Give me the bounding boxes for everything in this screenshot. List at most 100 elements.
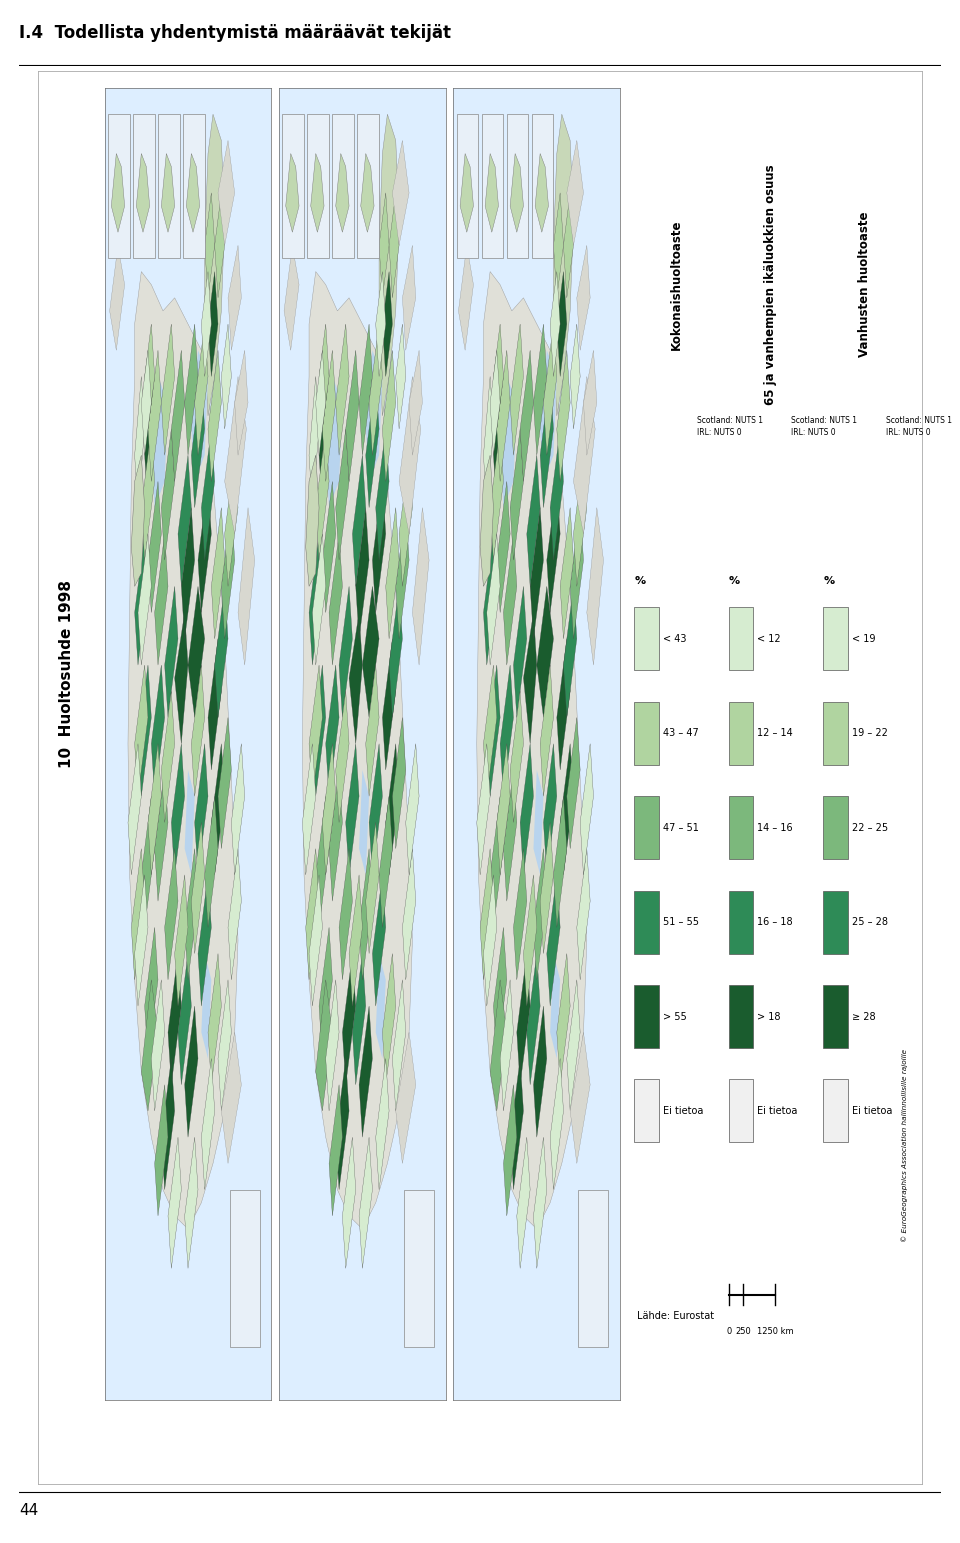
Polygon shape	[527, 954, 540, 1085]
FancyBboxPatch shape	[532, 114, 554, 259]
Polygon shape	[311, 154, 324, 233]
Polygon shape	[202, 272, 211, 376]
FancyBboxPatch shape	[307, 114, 329, 259]
Polygon shape	[487, 534, 500, 665]
Polygon shape	[195, 744, 208, 875]
Polygon shape	[316, 796, 329, 927]
FancyBboxPatch shape	[457, 114, 478, 259]
Polygon shape	[557, 350, 570, 481]
Polygon shape	[514, 586, 527, 717]
Polygon shape	[493, 376, 503, 508]
Polygon shape	[161, 429, 175, 560]
Polygon shape	[202, 1058, 215, 1190]
Polygon shape	[577, 849, 590, 980]
Polygon shape	[238, 508, 254, 665]
Polygon shape	[215, 586, 228, 717]
Polygon shape	[375, 272, 386, 376]
Polygon shape	[484, 534, 496, 665]
FancyBboxPatch shape	[635, 984, 659, 1048]
Polygon shape	[480, 455, 493, 586]
Polygon shape	[386, 744, 399, 875]
Polygon shape	[222, 1032, 241, 1163]
Polygon shape	[186, 154, 200, 233]
Polygon shape	[134, 534, 148, 665]
Polygon shape	[459, 245, 473, 350]
Polygon shape	[564, 586, 577, 717]
Polygon shape	[302, 744, 316, 875]
Polygon shape	[323, 350, 336, 481]
Text: Scotland: NUTS 1
IRL: NUTS 0: Scotland: NUTS 1 IRL: NUTS 0	[697, 417, 763, 437]
Text: Ei tietoa: Ei tietoa	[852, 1106, 892, 1116]
Text: 14 – 16: 14 – 16	[757, 822, 793, 833]
Polygon shape	[148, 744, 161, 875]
Text: 250: 250	[735, 1327, 751, 1336]
Polygon shape	[382, 639, 396, 770]
FancyBboxPatch shape	[824, 1080, 848, 1142]
Polygon shape	[165, 586, 178, 717]
Polygon shape	[152, 376, 168, 508]
Polygon shape	[491, 796, 503, 927]
FancyBboxPatch shape	[729, 984, 754, 1048]
Polygon shape	[339, 586, 352, 717]
Polygon shape	[393, 717, 406, 849]
Polygon shape	[409, 350, 422, 455]
Polygon shape	[503, 1085, 516, 1216]
FancyBboxPatch shape	[635, 608, 659, 670]
Polygon shape	[202, 954, 211, 1058]
Polygon shape	[530, 508, 543, 639]
Polygon shape	[369, 324, 382, 455]
Polygon shape	[184, 1137, 198, 1268]
Polygon shape	[171, 744, 184, 875]
FancyBboxPatch shape	[729, 890, 754, 954]
Text: 43 – 47: 43 – 47	[662, 728, 699, 738]
Polygon shape	[325, 376, 343, 508]
Polygon shape	[534, 1006, 547, 1137]
Polygon shape	[204, 796, 218, 927]
Polygon shape	[228, 849, 241, 980]
Text: Kokonaishuoltoaste: Kokonaishuoltoaste	[669, 219, 683, 350]
Text: %: %	[824, 577, 834, 586]
Polygon shape	[520, 350, 534, 481]
Polygon shape	[534, 849, 547, 980]
Polygon shape	[491, 429, 503, 560]
Polygon shape	[547, 875, 560, 1006]
Polygon shape	[312, 534, 325, 665]
Polygon shape	[316, 980, 332, 1111]
FancyBboxPatch shape	[404, 1190, 434, 1347]
Text: 25 – 28: 25 – 28	[852, 917, 888, 927]
Polygon shape	[195, 324, 208, 455]
FancyBboxPatch shape	[824, 796, 848, 859]
Polygon shape	[547, 481, 560, 613]
Polygon shape	[336, 429, 349, 560]
FancyBboxPatch shape	[158, 114, 180, 259]
Polygon shape	[566, 140, 584, 245]
Polygon shape	[145, 376, 155, 508]
Polygon shape	[222, 324, 231, 429]
Polygon shape	[510, 1058, 523, 1190]
Polygon shape	[366, 822, 379, 954]
Polygon shape	[520, 744, 534, 875]
Polygon shape	[523, 875, 537, 1006]
Polygon shape	[491, 350, 500, 455]
Polygon shape	[382, 350, 396, 481]
Polygon shape	[534, 324, 547, 455]
Polygon shape	[402, 849, 416, 980]
Polygon shape	[550, 272, 560, 376]
Polygon shape	[375, 1058, 389, 1190]
Polygon shape	[352, 954, 366, 1085]
Polygon shape	[535, 154, 548, 233]
Polygon shape	[406, 744, 420, 875]
Polygon shape	[305, 849, 319, 980]
Polygon shape	[181, 508, 195, 639]
Polygon shape	[393, 980, 406, 1111]
Polygon shape	[537, 586, 554, 717]
Polygon shape	[396, 324, 406, 429]
Polygon shape	[564, 193, 573, 298]
Polygon shape	[491, 980, 507, 1111]
Polygon shape	[155, 1085, 168, 1216]
Polygon shape	[202, 429, 215, 560]
Polygon shape	[349, 875, 363, 1006]
Polygon shape	[339, 849, 352, 980]
Polygon shape	[155, 534, 168, 665]
Polygon shape	[136, 154, 150, 233]
